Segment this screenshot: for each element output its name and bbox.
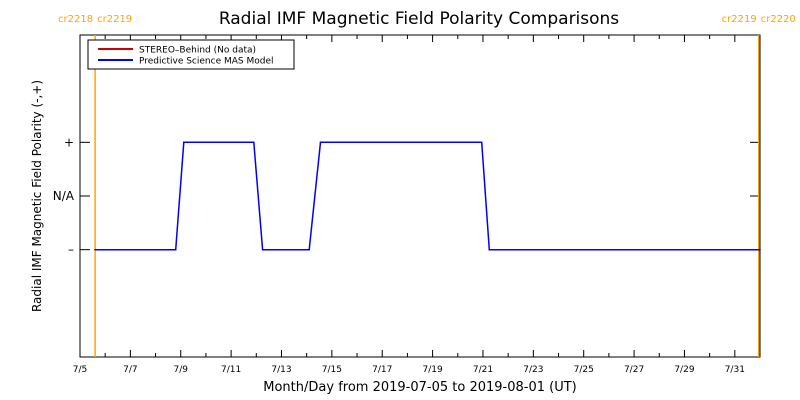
x-tick-label: 7/21 <box>473 365 493 375</box>
x-tick-label: 7/27 <box>624 365 644 375</box>
plot-frame <box>79 34 761 358</box>
legend-label: STEREO–Behind (No data) <box>139 46 256 56</box>
x-tick-label: 7/9 <box>173 365 188 375</box>
series-point <box>759 248 761 251</box>
series-point <box>252 141 255 144</box>
x-tick-label: 7/5 <box>73 365 87 375</box>
legend: STEREO–Behind (No data)Predictive Scienc… <box>87 39 295 70</box>
x-tick-label: 7/17 <box>372 365 392 375</box>
x-tick-label: 7/15 <box>322 365 342 375</box>
legend-box <box>87 39 295 70</box>
x-tick-label: 7/23 <box>523 365 543 375</box>
x-tick-label: 7/29 <box>674 365 694 375</box>
y-tick-label: N/A <box>53 189 75 203</box>
series-point <box>488 248 491 251</box>
x-tick-label: 7/13 <box>271 365 291 375</box>
x-axis-label: Month/Day from 2019-07-05 to 2019-08-01 … <box>263 380 576 395</box>
carrington-markers: cr2218 cr2219 cr2219 cr2220 <box>58 14 796 357</box>
carrington-label-left: cr2218 <box>58 14 93 25</box>
series-point <box>319 141 322 144</box>
x-tick-label: 7/7 <box>123 365 137 375</box>
carrington-label-right: cr2220 <box>761 14 796 25</box>
series-point <box>174 248 177 251</box>
series-line <box>95 141 760 251</box>
x-tick-label: 7/11 <box>221 365 241 375</box>
carrington-label-left: cr2219 <box>722 14 757 25</box>
x-tick-label: 7/25 <box>574 365 594 375</box>
x-tick-label: 7/31 <box>725 365 745 375</box>
carrington-label-right: cr2219 <box>97 14 132 25</box>
y-tick-labels: + N/A – <box>53 135 75 256</box>
series-point <box>261 248 264 251</box>
x-tick-labels: 7/5 7/7 7/9 7/11 7/13 7/15 7/17 7/19 7/21 7/23 7/2… <box>73 365 745 375</box>
series-point <box>480 141 483 144</box>
series-point <box>94 248 96 251</box>
axis-ticks <box>79 35 761 357</box>
chart-title: Radial IMF Magnetic Field Polarity Compa… <box>219 9 619 29</box>
series-point <box>182 141 185 144</box>
y-axis-label: Radial IMF Magnetic Field Polarity (-,+) <box>30 80 44 312</box>
y-tick-label: + <box>64 135 74 149</box>
x-tick-label: 7/19 <box>422 365 442 375</box>
series-point <box>308 248 310 251</box>
series-layer <box>94 141 761 251</box>
legend-label: Predictive Science MAS Model <box>139 57 274 67</box>
y-tick-label: – <box>68 243 74 257</box>
